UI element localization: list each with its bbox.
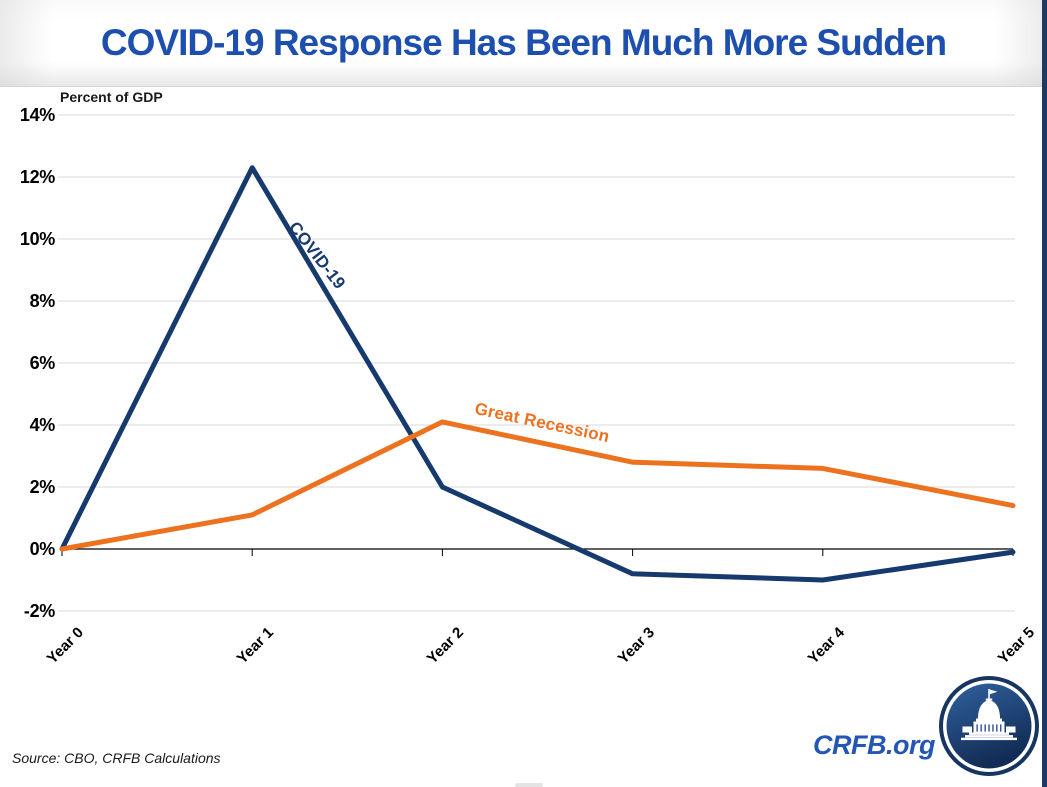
- right-edge-strip: [1042, 0, 1047, 787]
- y-tick-label: 14%: [19, 105, 55, 125]
- great-recession-line: [59, 419, 1016, 552]
- y-tick-label: -2%: [23, 601, 55, 621]
- y-tick-label: 6%: [29, 353, 56, 373]
- y-tick-label: 8%: [29, 291, 56, 311]
- y-tick-label: 4%: [29, 415, 56, 435]
- y-axis-unit-label: Percent of GDP: [60, 89, 163, 105]
- y-tick-label: 10%: [19, 229, 55, 249]
- brand-url: CRFB.org: [813, 730, 935, 760]
- bottom-edge-artifact: [515, 783, 543, 787]
- y-tick-label: 2%: [29, 477, 56, 497]
- crfb-capitol-logo: [939, 676, 1039, 776]
- y-tick-label: 0%: [29, 539, 56, 559]
- source-note: Source: CBO, CRFB Calculations: [12, 750, 221, 766]
- y-tick-label: 12%: [19, 167, 55, 187]
- header-band: COVID-19 Response Has Been Much More Sud…: [0, 0, 1047, 87]
- page-title: COVID-19 Response Has Been Much More Sud…: [100, 22, 947, 63]
- covid-19-line: [59, 165, 1016, 583]
- capitol-building-icon: [961, 689, 1017, 741]
